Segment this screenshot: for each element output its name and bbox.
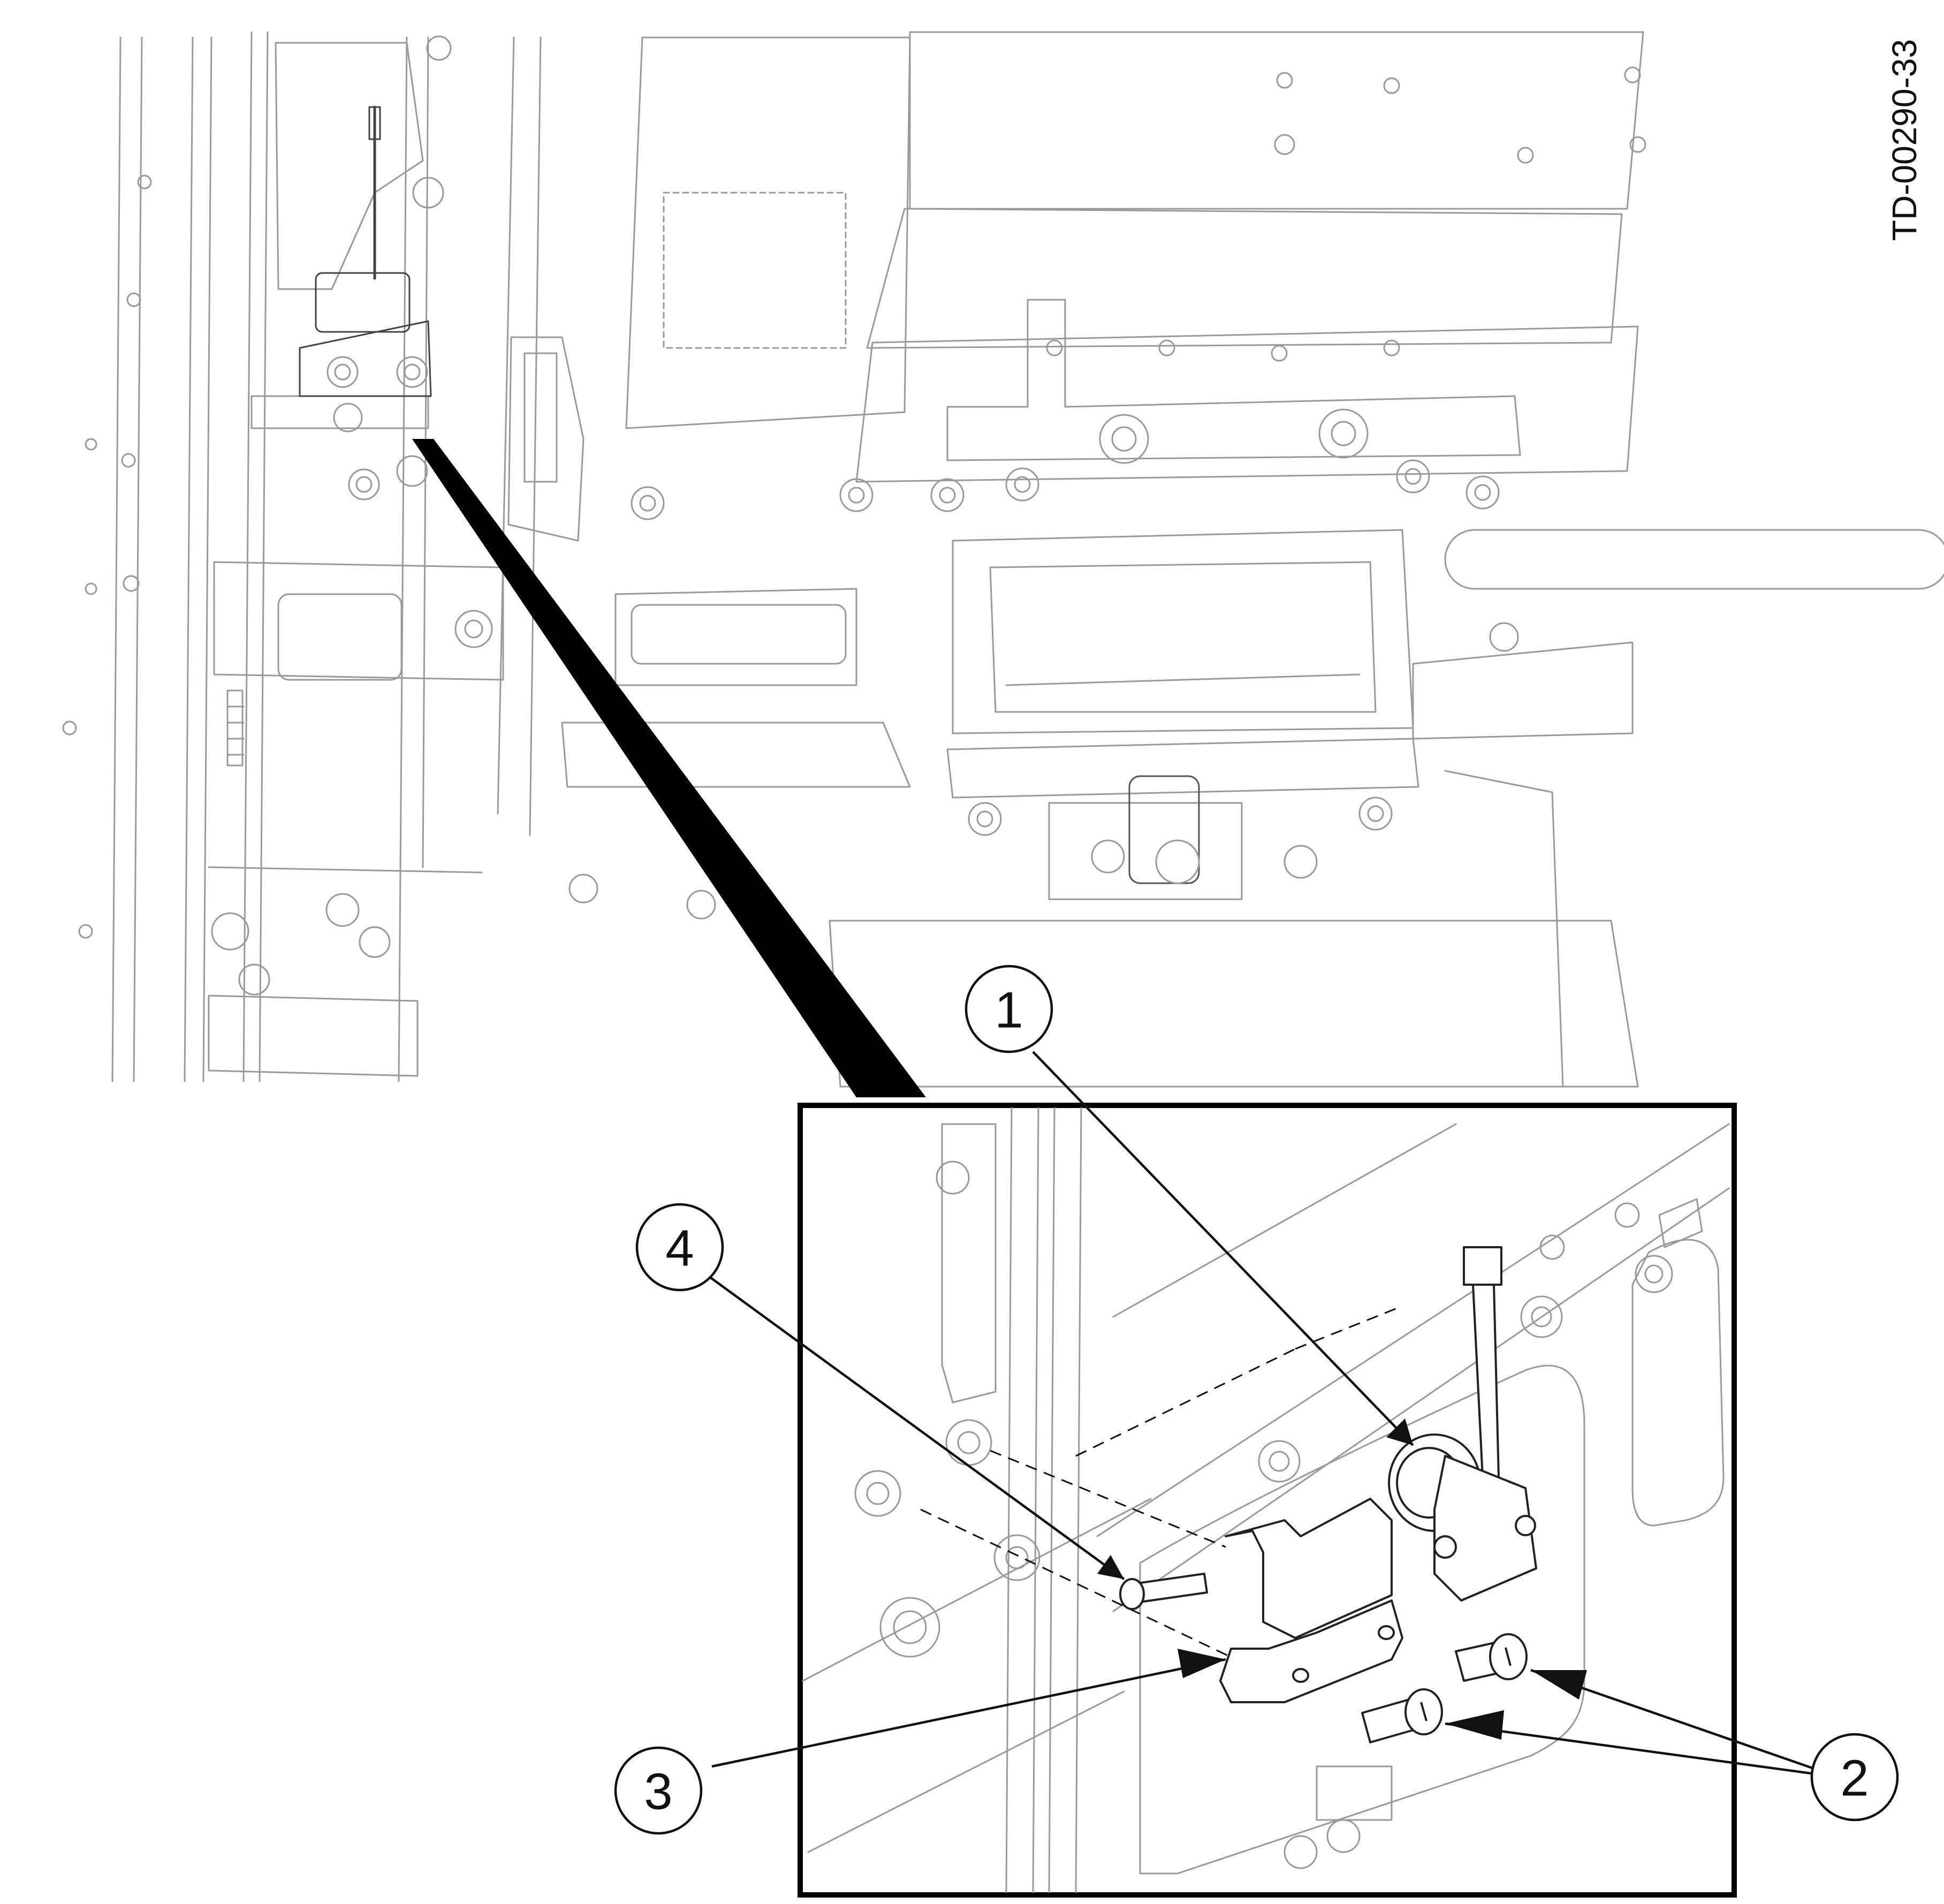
zoom-wedge [412,439,926,1097]
callout-2-label: 2 [1840,1750,1869,1807]
part-3-bracket [1219,1498,1403,1703]
callout-3: 3 [614,1746,703,1835]
overview-drawing [62,31,1944,1088]
callout-leaders [708,1051,1839,1779]
callout-4-label: 4 [665,1220,694,1277]
callout-1-label: 1 [994,982,1023,1039]
document-id: TD-00290-33 [1885,39,1924,241]
detail-inset-frame [798,1103,1737,1898]
callout-1: 1 [965,965,1053,1053]
vent-hex-grid [663,192,847,349]
part-4-screw [1119,1573,1208,1610]
part-2-screws [1361,1633,1528,1743]
detail-drawing [802,1107,1730,1893]
callout-2: 2 [1810,1733,1899,1822]
part-1-sensor [1388,1246,1537,1602]
callout-4: 4 [635,1203,724,1292]
callout-3-label: 3 [644,1763,672,1820]
